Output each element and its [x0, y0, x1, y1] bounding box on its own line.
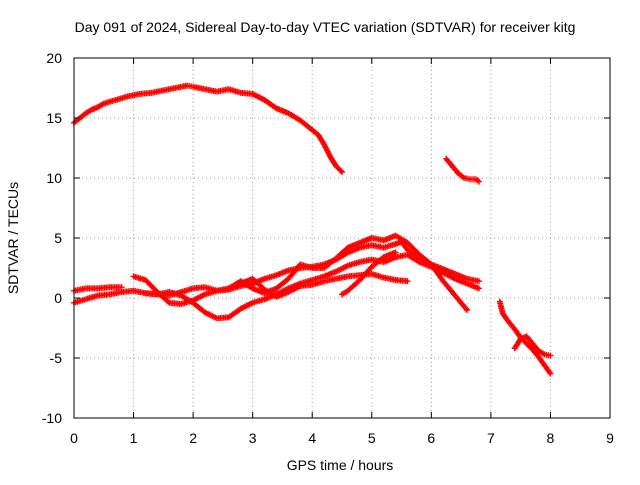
data-point — [464, 307, 471, 313]
series-arc-late-b — [511, 333, 554, 359]
data-point — [118, 284, 125, 291]
y-tick-label: 5 — [54, 230, 62, 246]
y-tick-label: 10 — [46, 170, 62, 186]
data-point — [339, 169, 345, 175]
plot-border — [73, 57, 611, 419]
series-arc-f — [339, 249, 399, 298]
y-tick-label: 15 — [46, 110, 62, 126]
y-tick-label: -10 — [42, 410, 62, 426]
x-tick-label: 0 — [70, 430, 78, 446]
data-point — [475, 178, 482, 185]
x-tick-label: 8 — [547, 430, 555, 446]
data-point — [475, 278, 482, 285]
axes: 0 1 2 3 4 5 6 7 8 9 -10 -5 0 5 10 15 20 — [42, 50, 614, 446]
data-point-interp — [165, 298, 172, 305]
data-point — [404, 278, 411, 285]
y-axis-label: SDTVAR / TECUs — [5, 182, 21, 294]
x-tick-label: 1 — [130, 430, 138, 446]
x-tick-label: 7 — [487, 430, 495, 446]
y-tick-label: 20 — [46, 50, 62, 66]
data-point-interp — [337, 167, 344, 174]
x-tick-label: 3 — [249, 430, 257, 446]
data-point — [392, 249, 399, 256]
series-arc-upper — [71, 82, 345, 175]
data-point — [475, 285, 482, 292]
data-point — [547, 352, 554, 359]
x-tick-label: 9 — [606, 430, 614, 446]
x-axis-label: GPS time / hours — [287, 457, 394, 473]
series-arc-d — [142, 251, 482, 322]
x-tick-label: 6 — [427, 430, 435, 446]
y-tick-label: -5 — [50, 350, 63, 366]
x-tick-label: 2 — [189, 430, 197, 446]
data-series — [71, 82, 554, 377]
series-arc-upper-late — [443, 155, 482, 185]
y-tick-label: 0 — [54, 290, 62, 306]
grid-lines — [74, 58, 610, 418]
data-point — [547, 370, 554, 377]
x-tick-label: 5 — [368, 430, 376, 446]
series-arc-b — [71, 284, 125, 294]
chart-title: Day 091 of 2024, Sidereal Day-to-day VTE… — [75, 19, 576, 35]
x-tick-label: 4 — [308, 430, 316, 446]
